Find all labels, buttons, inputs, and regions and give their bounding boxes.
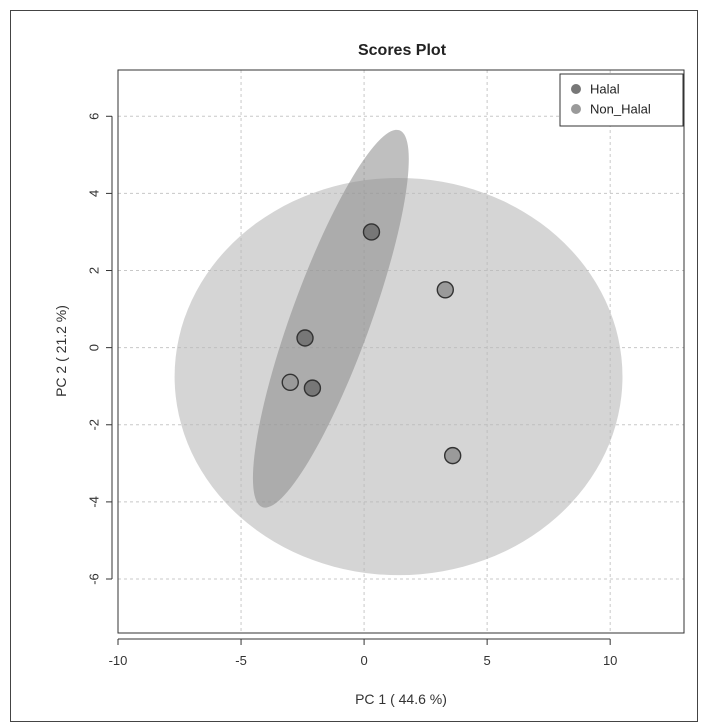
legend-box	[559, 73, 684, 127]
legend-marker-non-halal	[571, 104, 581, 114]
axes: -10 -5 0 5 10 -6 -4 -2 0 2 4 6	[87, 113, 618, 668]
x-tick-label: -10	[109, 653, 128, 668]
plot-area-border	[117, 69, 685, 634]
confidence-ellipses	[174, 129, 623, 576]
x-tick-label: 10	[603, 653, 617, 668]
data-point-halal	[296, 329, 314, 347]
data-point-non-halal	[436, 281, 454, 299]
y-tick-label: -2	[87, 419, 102, 431]
legend-marker-halal	[571, 84, 581, 94]
y-tick-label: 2	[87, 267, 102, 274]
data-point-halal	[362, 223, 381, 241]
y-tick-label: -4	[87, 496, 102, 508]
x-tick-label: -5	[235, 653, 247, 668]
legend-label: Halal	[590, 82, 620, 97]
data-points	[281, 223, 462, 465]
x-tick-label: 0	[360, 653, 367, 668]
y-tick-label: 0	[87, 344, 102, 351]
confidence-ellipse-non-halal	[174, 177, 623, 576]
legend-label: Non_Halal	[590, 102, 651, 117]
data-point-halal	[303, 379, 322, 397]
chart-title: Scores Plot	[358, 42, 447, 59]
data-point-non-halal	[443, 446, 462, 465]
y-tick-label: 6	[87, 113, 102, 120]
x-tick-label: 5	[484, 653, 491, 668]
x-axis-title: PC 1 ( 44.6 %)	[355, 691, 447, 707]
y-tick-label: 4	[87, 190, 102, 197]
legend: Halal Non_Halal	[559, 73, 684, 127]
y-tick-label: -6	[87, 573, 102, 585]
y-axis-title: PC 2 ( 21.2 %)	[53, 305, 69, 397]
data-point-non-halal	[281, 373, 299, 392]
